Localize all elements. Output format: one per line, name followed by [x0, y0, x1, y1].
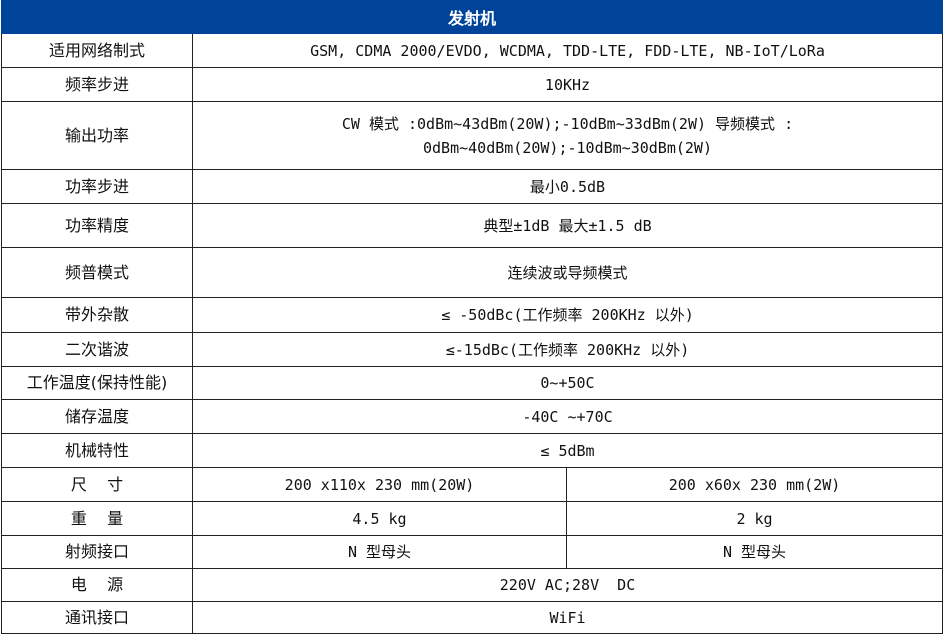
row-value-a: 200 x110x 230 mm(20W) — [192, 467, 567, 502]
row-label: 二次谐波 — [1, 332, 193, 367]
row-label: 适用网络制式 — [1, 33, 193, 68]
row-value: ≤ -50dBc(工作频率 200KHz 以外) — [192, 297, 943, 333]
row-value-a: 4.5 kg — [192, 501, 567, 536]
row-label: 重 量 — [1, 501, 193, 536]
row-label: 输出功率 — [1, 101, 193, 170]
row-value: 连续波或导频模式 — [192, 247, 943, 298]
table-row: 频普模式 连续波或导频模式 — [1, 247, 943, 298]
table-row: 电 源 220V AC;28V DC — [1, 568, 943, 602]
row-value: 220V AC;28V DC — [192, 568, 943, 602]
row-value: 最小0.5dB — [192, 169, 943, 204]
row-value: ≤-15dBc(工作频率 200KHz 以外) — [192, 332, 943, 367]
row-label: 功率精度 — [1, 203, 193, 248]
table-title: 发射机 — [1, 0, 943, 34]
table-row: 工作温度(保持性能) 0~+50C — [1, 366, 943, 400]
row-value-b: 2 kg — [566, 501, 943, 536]
row-label: 射频接口 — [1, 535, 193, 569]
table-row: 适用网络制式 GSM, CDMA 2000/EVDO, WCDMA, TDD-LT… — [1, 33, 943, 68]
table-row: 频率步进 10KHz — [1, 67, 943, 102]
table-row: 二次谐波 ≤-15dBc(工作频率 200KHz 以外) — [1, 332, 943, 367]
row-value: -40C ~+70C — [192, 399, 943, 434]
row-value-a: N 型母头 — [192, 535, 567, 569]
table-row: 储存温度 -40C ~+70C — [1, 399, 943, 434]
row-label: 机械特性 — [1, 433, 193, 468]
table-row: 带外杂散 ≤ -50dBc(工作频率 200KHz 以外) — [1, 297, 943, 333]
row-label: 通讯接口 — [1, 601, 193, 634]
row-label: 工作温度(保持性能) — [1, 366, 193, 400]
table-row: 功率精度 典型±1dB 最大±1.5 dB — [1, 203, 943, 248]
table-row: 输出功率 CW 模式 :0dBm~43dBm(20W);-10dBm~33dBm(… — [1, 101, 943, 170]
row-value-b: 200 x60x 230 mm(2W) — [566, 467, 943, 502]
row-label: 频普模式 — [1, 247, 193, 298]
table-row: 机械特性 ≤ 5dBm — [1, 433, 943, 468]
row-value: CW 模式 :0dBm~43dBm(20W);-10dBm~33dBm(2W) … — [192, 101, 943, 170]
row-label: 储存温度 — [1, 399, 193, 434]
table-row: 功率步进 最小0.5dB — [1, 169, 943, 204]
row-value: GSM, CDMA 2000/EVDO, WCDMA, TDD-LTE, FDD… — [192, 33, 943, 68]
row-label: 频率步进 — [1, 67, 193, 102]
row-value: 0~+50C — [192, 366, 943, 400]
row-label: 功率步进 — [1, 169, 193, 204]
table-row: 射频接口 N 型母头 N 型母头 — [1, 535, 943, 569]
row-value: 10KHz — [192, 67, 943, 102]
row-value: WiFi — [192, 601, 943, 634]
row-label: 电 源 — [1, 568, 193, 602]
row-label: 尺 寸 — [1, 467, 193, 502]
table-row: 尺 寸 200 x110x 230 mm(20W) 200 x60x 230 mm(… — [1, 467, 943, 502]
row-label: 带外杂散 — [1, 297, 193, 333]
table-row: 重 量 4.5 kg 2 kg — [1, 501, 943, 536]
row-value: ≤ 5dBm — [192, 433, 943, 468]
table-row: 通讯接口 WiFi — [1, 601, 943, 634]
row-value: 典型±1dB 最大±1.5 dB — [192, 203, 943, 248]
row-value-b: N 型母头 — [566, 535, 943, 569]
